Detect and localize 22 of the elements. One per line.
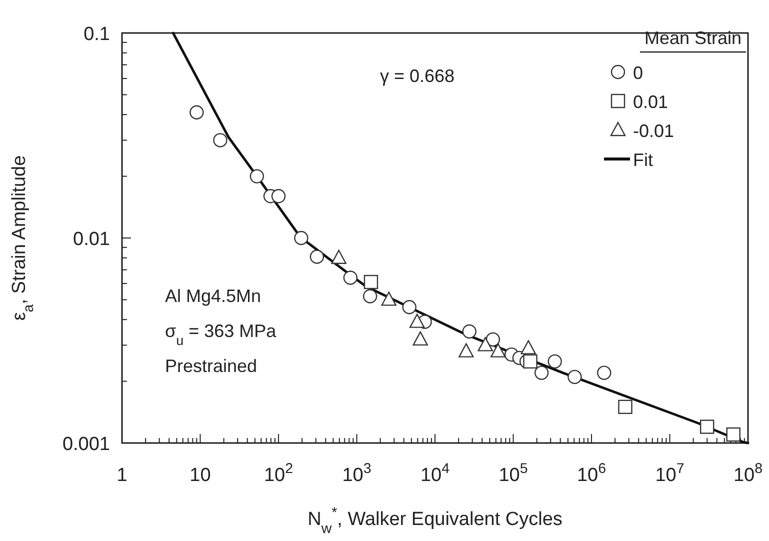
x-tick-label: 10 xyxy=(190,465,211,486)
x-tick-label: 10$^{8}$ xyxy=(733,461,763,486)
annotation: Al Mg4.5Mn xyxy=(165,286,262,306)
x-tick-label: 10$^{3}$ xyxy=(342,461,372,486)
annotation: γ = 0.668 xyxy=(380,66,455,86)
legend-title: Mean Strain xyxy=(644,28,742,48)
x-tick-label: 10$^{5}$ xyxy=(498,461,528,486)
y-tick-label: 0.1 xyxy=(84,24,110,45)
y-tick-label: 0.01 xyxy=(73,229,110,250)
legend-label: 0 xyxy=(633,63,644,83)
legend-label: Fit xyxy=(633,150,653,170)
x-tick-label: 10$^{7}$ xyxy=(655,461,684,486)
x-tick-label: 1 xyxy=(116,465,128,486)
annotation: σ$_{u}$ = 363 MPa xyxy=(165,321,278,348)
x-tick-label: 10$^{6}$ xyxy=(576,461,606,486)
x-axis-title: N$_{w}$$^{*}$, Walker Equivalent Cycles xyxy=(308,505,562,537)
annotation: Prestrained xyxy=(165,356,258,376)
x-tick-label: 10$^{4}$ xyxy=(420,461,450,486)
y-tick-label: 0.001 xyxy=(62,434,110,455)
x-tick-label: 10$^{2}$ xyxy=(264,461,294,486)
legend-label: 0.01 xyxy=(633,92,668,112)
legend-label: -0.01 xyxy=(633,121,674,141)
